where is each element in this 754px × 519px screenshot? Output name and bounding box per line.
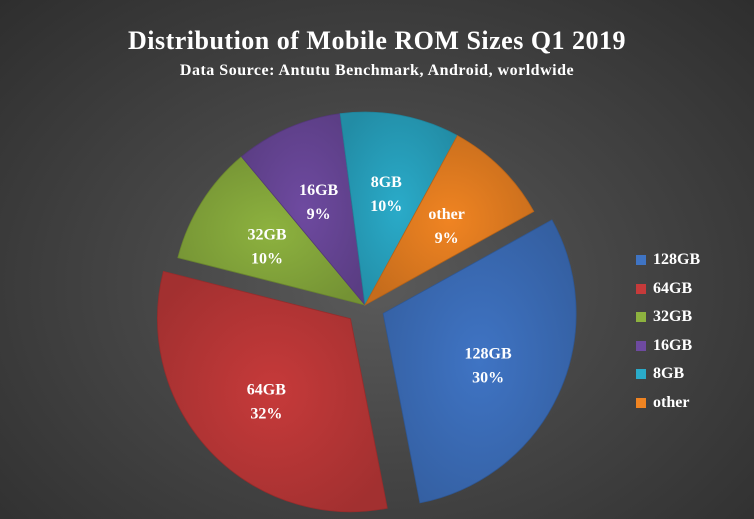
legend-item-64gb: 64GB: [636, 275, 700, 304]
pie-slice-64gb: [157, 270, 388, 513]
legend-swatch-64gb: [636, 283, 646, 294]
slice-category-label-64gb: 64GB: [247, 381, 286, 398]
pie-slice-128gb: [382, 219, 577, 504]
chart-legend: 128GB 64GB 32GB 16GB 8GB other: [636, 246, 700, 417]
legend-label-64gb: 64GB: [653, 279, 693, 297]
legend-item-128gb: 128GB: [636, 246, 700, 275]
legend-swatch-32gb: [636, 312, 646, 323]
legend-item-16gb: 16GB: [636, 332, 700, 361]
slice-value-label-32gb: 10%: [251, 250, 283, 267]
pie-slice-8gb: [339, 111, 458, 307]
legend-swatch-other: [636, 397, 646, 408]
legend-item-32gb: 32GB: [636, 303, 700, 332]
slice-category-label-32gb: 32GB: [247, 226, 286, 243]
legend-label-128gb: 128GB: [653, 251, 701, 269]
legend-item-other: other: [636, 389, 700, 418]
slice-category-label-other: other: [428, 206, 464, 223]
chart-subtitle: Data Source: Antutu Benchmark, Android, …: [179, 62, 575, 79]
slice-value-label-128gb: 30%: [472, 369, 504, 386]
slice-category-label-8gb: 8GB: [371, 174, 402, 191]
legend-swatch-8gb: [636, 369, 646, 380]
slice-value-label-other: 9%: [435, 230, 459, 247]
slice-value-label-64gb: 32%: [250, 405, 282, 422]
slice-value-label-8gb: 10%: [370, 198, 402, 215]
legend-swatch-128gb: [636, 255, 646, 266]
legend-swatch-16gb: [636, 340, 646, 351]
chart-title: Distribution of Mobile ROM Sizes Q1 2019: [127, 26, 627, 55]
legend-label-other: other: [653, 393, 690, 411]
slice-category-label-128gb: 128GB: [465, 345, 512, 362]
legend-item-8gb: 8GB: [636, 360, 700, 389]
slice-value-label-16gb: 9%: [307, 206, 331, 223]
legend-label-8gb: 8GB: [653, 365, 685, 383]
pie-slice-32gb: [177, 156, 367, 306]
legend-label-32gb: 32GB: [653, 308, 693, 326]
pie-slice-16gb: [240, 113, 366, 307]
slice-category-label-16gb: 16GB: [299, 182, 338, 199]
legend-label-16gb: 16GB: [653, 336, 693, 354]
pie-slice-other: [363, 135, 535, 307]
